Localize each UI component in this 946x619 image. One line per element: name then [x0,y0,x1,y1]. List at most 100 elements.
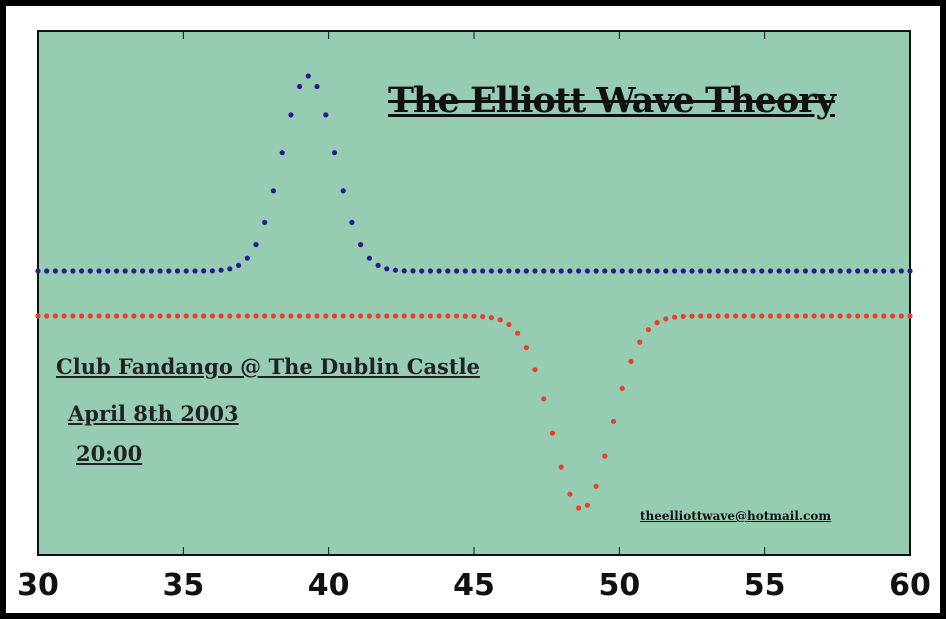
data-point-s0-84 [767,268,774,274]
data-point-s0-52 [488,268,494,274]
data-point-s0-95 [863,268,870,274]
data-point-s0-46 [436,268,442,274]
data-point-s0-31 [305,73,311,79]
data-point-s1-23 [236,313,242,319]
data-point-s0-47 [445,268,451,274]
data-point-s0-40 [384,266,390,272]
data-point-s0-6 [87,268,93,274]
data-point-s0-83 [759,268,765,274]
data-point-s1-84 [767,313,774,319]
data-point-s1-1 [44,313,50,319]
data-point-s0-37 [358,242,364,248]
data-point-s0-8 [105,268,111,274]
date-text: April 8th 2003 [68,401,239,426]
data-point-s1-100 [907,313,913,319]
data-point-s1-79 [724,313,730,319]
data-point-s0-96 [872,268,878,274]
x-tick-label-50: 50 [598,568,640,603]
data-point-s1-29 [288,313,294,319]
data-point-s0-41 [392,267,399,273]
data-point-s0-62 [576,268,582,274]
data-point-s1-17 [183,313,189,319]
data-point-s0-67 [619,268,625,274]
data-point-s1-60 [558,464,564,470]
data-point-s1-41 [392,313,399,319]
data-point-s1-24 [244,313,250,319]
data-point-s1-3 [61,313,67,319]
data-point-s1-46 [436,313,442,319]
data-point-s1-2 [52,313,59,319]
data-point-s0-57 [532,268,538,274]
data-point-s0-29 [288,112,294,118]
data-point-s1-78 [715,313,721,319]
data-point-s1-57 [532,367,538,373]
data-point-s1-9 [113,313,120,319]
data-point-s0-92 [837,268,843,274]
data-point-s1-70 [645,327,652,333]
data-point-s0-45 [427,268,433,274]
data-point-s1-50 [471,313,477,319]
data-point-s0-10 [122,268,128,274]
data-point-s1-88 [802,313,809,319]
data-point-s1-25 [253,313,259,319]
data-point-s0-42 [401,268,407,274]
data-point-s0-77 [706,268,713,274]
data-point-s1-33 [323,313,329,319]
data-point-s1-48 [454,313,460,319]
data-point-s0-66 [610,268,617,274]
data-point-s1-30 [297,313,303,319]
data-point-s1-15 [166,313,172,319]
data-point-s0-5 [79,268,85,274]
data-point-s1-8 [105,313,111,319]
data-point-s0-50 [471,268,477,274]
data-point-s0-93 [846,268,852,274]
data-point-s0-80 [733,268,739,274]
data-point-s0-25 [253,242,259,248]
data-point-s1-92 [837,313,843,319]
data-point-s0-38 [366,255,372,261]
data-point-s0-7 [96,268,102,274]
x-tick-label-45: 45 [453,568,495,603]
data-point-s1-37 [358,313,364,319]
email-link[interactable]: theelliottwave@hotmail.com [640,509,832,523]
data-point-s1-16 [174,313,181,319]
data-point-s1-89 [811,313,817,319]
data-point-s0-79 [724,268,730,274]
data-point-s0-13 [148,268,154,274]
data-point-s1-64 [593,483,599,489]
data-point-s1-32 [314,313,320,319]
data-point-s1-34 [331,313,338,319]
data-point-s0-94 [855,268,861,274]
data-point-s1-52 [488,315,494,321]
data-point-s1-62 [576,505,582,511]
data-point-s0-2 [52,268,59,274]
data-point-s1-66 [610,418,617,424]
data-point-s0-85 [776,268,782,274]
data-point-s0-54 [506,268,512,274]
data-point-s0-97 [881,268,887,274]
data-point-s1-6 [87,313,93,319]
data-point-s1-82 [750,313,756,319]
data-point-s0-65 [602,268,608,274]
data-point-s0-55 [515,268,521,274]
data-point-s0-74 [680,268,686,274]
data-point-s1-40 [384,313,390,319]
data-point-s1-49 [462,313,468,319]
data-point-s0-68 [628,268,634,274]
data-point-s0-0 [35,268,41,274]
data-point-s0-24 [244,255,250,261]
data-point-s0-44 [419,268,425,274]
data-point-s1-90 [820,313,826,319]
data-point-s1-12 [140,313,146,319]
data-point-s0-17 [183,268,189,274]
data-point-s0-16 [174,268,181,274]
data-point-s0-4 [70,268,76,274]
data-point-s0-73 [672,268,678,274]
data-point-s0-21 [218,267,224,273]
data-point-s1-59 [549,430,556,436]
data-point-s0-11 [131,268,137,274]
data-point-s0-88 [802,268,809,274]
data-point-s1-80 [733,313,739,319]
data-point-s1-69 [637,339,643,345]
